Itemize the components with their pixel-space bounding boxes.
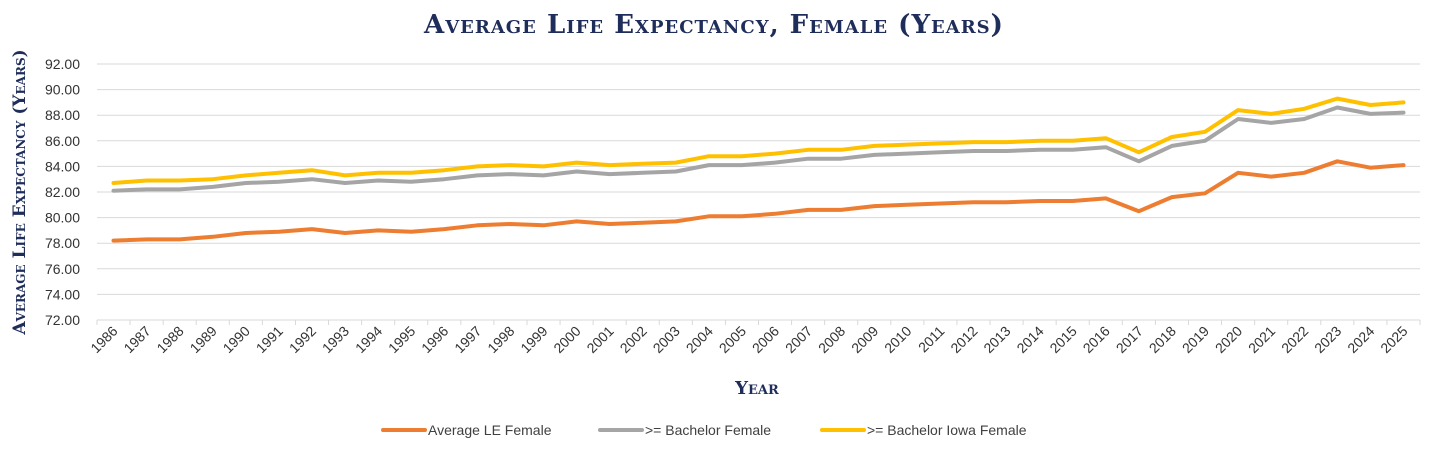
x-tick-label: 2002 (617, 323, 650, 356)
x-tick-label: 2020 (1212, 323, 1245, 356)
y-axis-title: Average Life Expectancy (Years) (10, 49, 30, 335)
x-tick-label: 2015 (1046, 323, 1079, 356)
y-tick-label: 82.00 (45, 184, 80, 200)
x-tick-label: 2022 (1278, 323, 1311, 356)
x-tick-label: 1994 (352, 323, 385, 356)
x-tick-label: 2004 (683, 323, 716, 356)
x-axis-ticks: 1986 1987 1988 1989 1990 1991 1992 1993 1994 1995… (87, 320, 1421, 356)
y-tick-label: 78.00 (45, 235, 80, 251)
y-tick-label: 84.00 (45, 158, 80, 174)
x-tick-label: 2012 (947, 323, 980, 356)
x-tick-label: 2013 (980, 323, 1013, 356)
x-tick-label: 2007 (782, 323, 815, 356)
x-tick-label: 1988 (153, 323, 186, 356)
y-tick-label: 88.00 (45, 107, 80, 123)
y-tick-label: 86.00 (45, 133, 80, 149)
x-tick-label: 2008 (815, 323, 848, 356)
y-tick-label: 80.00 (45, 210, 80, 226)
x-tick-label: 1992 (286, 323, 319, 356)
y-tick-label: 90.00 (45, 82, 80, 98)
y-tick-label: 72.00 (45, 312, 80, 328)
y-tick-label: 76.00 (45, 261, 80, 277)
x-tick-label: 2024 (1344, 323, 1377, 356)
legend-label-1: Average LE Female (428, 422, 552, 438)
series-line-2 (111, 105, 1406, 193)
x-tick-label: 1997 (451, 323, 484, 356)
x-tick-label: 2000 (550, 323, 583, 356)
y-axis-ticks: 72.00 74.00 76.00 78.00 80.00 82.00 84.00 86.00… (45, 56, 80, 328)
legend-label-3: >= Bachelor Iowa Female (867, 422, 1027, 438)
gridlines (97, 63, 1420, 321)
x-tick-label: 2009 (848, 323, 881, 356)
x-tick-label: 1999 (517, 323, 550, 356)
legend-label-2: >= Bachelor Female (645, 422, 771, 438)
x-tick-label: 1991 (253, 323, 286, 356)
x-tick-label: 1995 (385, 323, 418, 356)
x-tick-label: 2001 (583, 323, 616, 356)
legend: Average LE Female >= Bachelor Female >= Ba… (381, 422, 1027, 438)
x-tick-label: 2023 (1311, 323, 1344, 356)
x-tick-label: 2016 (1080, 323, 1113, 356)
series-line-3 (111, 96, 1406, 185)
x-tick-label: 2011 (915, 323, 948, 356)
x-tick-label: 1998 (484, 323, 517, 356)
x-tick-label: 2019 (1179, 323, 1212, 356)
x-tick-label: 1987 (120, 323, 153, 356)
x-tick-label: 1990 (220, 323, 253, 356)
x-tick-label: 2014 (1013, 323, 1046, 356)
x-tick-label: 1993 (319, 323, 352, 356)
x-tick-label: 2021 (1245, 323, 1278, 356)
series-line-1 (111, 159, 1406, 243)
series-lines (111, 96, 1406, 243)
x-tick-label: 1986 (87, 323, 120, 356)
x-tick-label: 2018 (1146, 323, 1179, 356)
x-tick-label: 2010 (881, 323, 914, 356)
x-tick-label: 2003 (650, 323, 683, 356)
x-tick-label: 2006 (749, 323, 782, 356)
chart-title: Average Life Expectancy, Female (Years) (423, 10, 1004, 40)
x-axis-title: Year (734, 378, 779, 399)
x-tick-label: 2025 (1377, 323, 1410, 356)
x-tick-label: 2017 (1113, 323, 1146, 356)
y-tick-label: 74.00 (45, 286, 80, 302)
x-tick-label: 2005 (716, 323, 749, 356)
x-tick-label: 1989 (187, 323, 220, 356)
y-tick-label: 92.00 (45, 56, 80, 72)
x-tick-label: 1996 (418, 323, 451, 356)
